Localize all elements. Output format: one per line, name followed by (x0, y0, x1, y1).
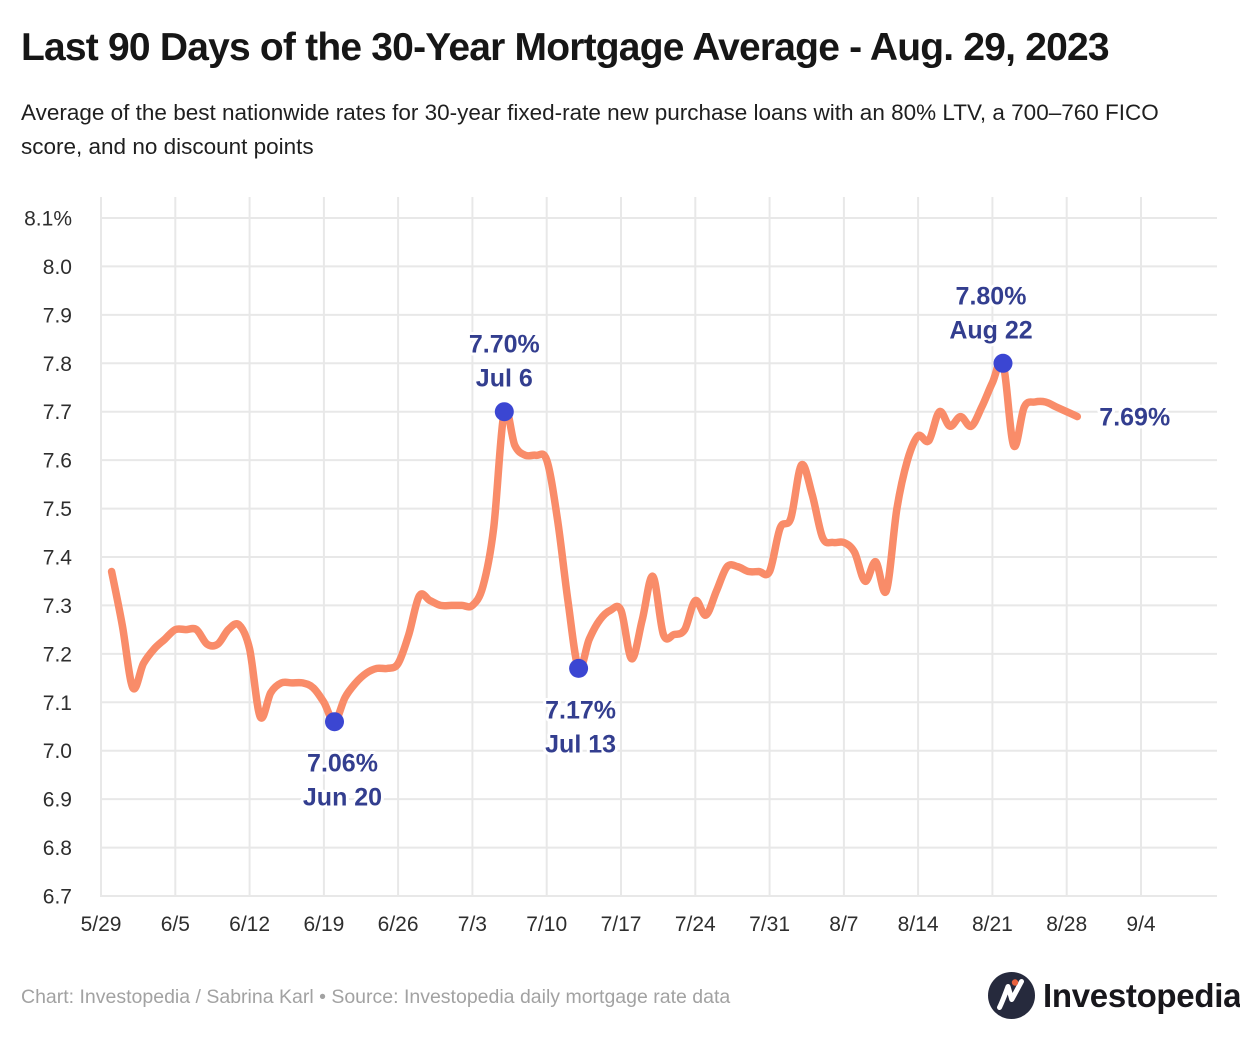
y-tick-label: 7.0 (43, 740, 72, 763)
page-title: Last 90 Days of the 30-Year Mortgage Ave… (21, 26, 1110, 69)
x-tick-label: 9/4 (1126, 913, 1156, 936)
x-tick-label: 5/29 (81, 913, 122, 936)
annotation-dot (993, 353, 1013, 373)
y-tick-label: 8.1% (24, 208, 72, 231)
annotation-date-label: Jun 20 (303, 784, 382, 812)
x-tick-label: 7/10 (526, 913, 567, 936)
annotation-dot (325, 712, 344, 732)
footer-credit: Chart: Investopedia / Sabrina Karl • Sou… (21, 986, 731, 1008)
y-tick-label: 7.5 (43, 498, 72, 521)
x-tick-label: 7/31 (749, 913, 790, 936)
y-tick-label: 7.8 (43, 353, 72, 376)
y-tick-label: 7.2 (43, 643, 72, 666)
annotation-value-label: 7.06% (307, 750, 378, 778)
annotation-value-label: 7.17% (545, 696, 616, 724)
chart-subtitle: Average of the best nationwide rates for… (21, 100, 1159, 159)
x-tick-label: 7/3 (458, 913, 487, 936)
end-value-label: 7.69% (1099, 404, 1170, 432)
x-tick-label: 6/19 (303, 913, 344, 936)
y-tick-label: 7.7 (43, 401, 72, 424)
annotation-dot (569, 658, 589, 678)
y-tick-label: 7.6 (43, 450, 72, 473)
annotation-date-label: Jul 6 (476, 365, 533, 393)
x-tick-label: 7/17 (601, 913, 642, 936)
y-tick-label: 6.9 (43, 789, 72, 812)
y-tick-label: 6.7 (43, 886, 72, 909)
x-tick-label: 6/26 (378, 913, 419, 936)
y-tick-label: 7.9 (43, 304, 72, 327)
x-tick-label: 8/21 (972, 913, 1013, 936)
x-tick-label: 8/28 (1046, 913, 1087, 936)
annotation-dot (494, 402, 514, 422)
annotation-value-label: 7.70% (469, 331, 540, 359)
investopedia-logo: Investopedia (988, 972, 1240, 1019)
y-tick-label: 7.4 (43, 547, 73, 570)
investopedia-logo-icon (988, 972, 1035, 1019)
y-tick-label: 7.1 (43, 692, 72, 715)
annotation-date-label: Jul 13 (545, 730, 616, 758)
y-tick-label: 8.0 (43, 256, 72, 279)
rate-line (107, 357, 1082, 726)
x-tick-label: 8/14 (898, 913, 939, 936)
y-tick-label: 7.3 (43, 595, 72, 618)
annotation-value-label: 7.80% (956, 282, 1027, 310)
annotation-date-label: Aug 22 (949, 316, 1032, 344)
x-tick-label: 6/5 (161, 913, 190, 936)
x-tick-label: 8/7 (829, 913, 858, 936)
x-tick-label: 6/12 (229, 913, 270, 936)
x-tick-label: 7/24 (675, 913, 716, 936)
y-tick-label: 6.8 (43, 837, 72, 860)
investopedia-logo-text: Investopedia (1043, 976, 1240, 1014)
